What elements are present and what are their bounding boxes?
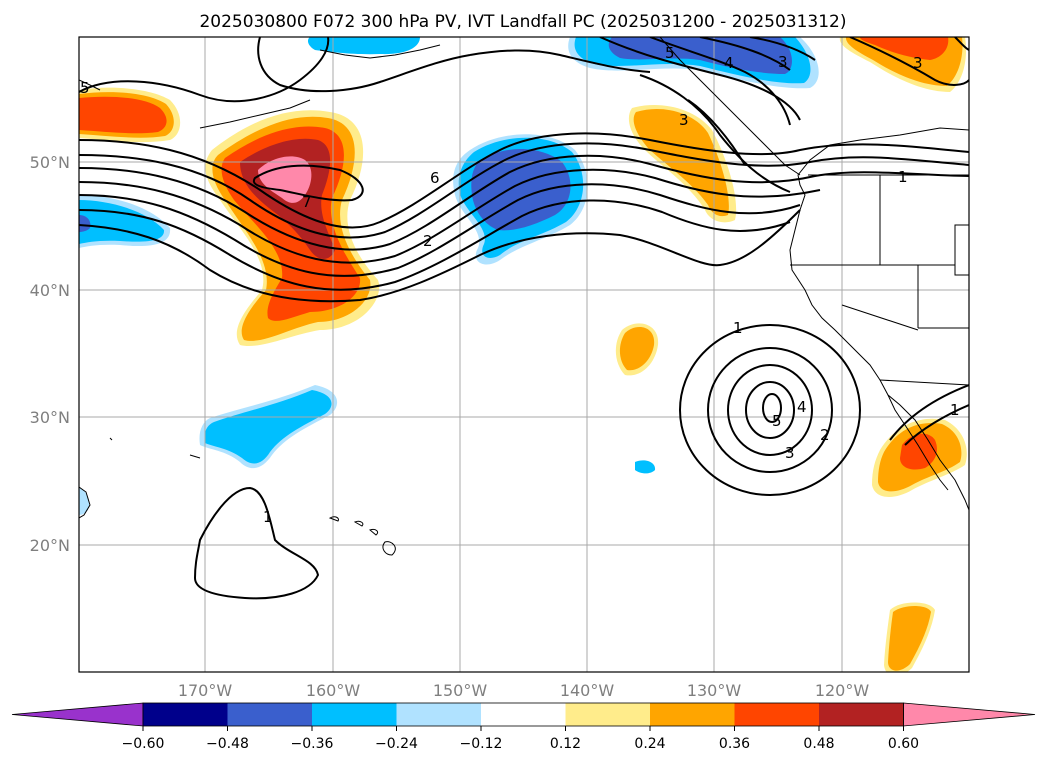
contour-label: 2 xyxy=(423,232,433,250)
ivt-contours xyxy=(79,37,969,600)
positive-anomaly-central-pink xyxy=(258,156,312,203)
colorbar-tick-label: 0.36 xyxy=(719,736,750,752)
contour-label: 3 xyxy=(679,111,689,129)
contour-label: 1 xyxy=(733,319,743,337)
contour-label: 5 xyxy=(772,412,782,430)
contour-label: 5 xyxy=(80,79,90,97)
negative-anomaly-west-royal xyxy=(79,215,91,232)
colorbar-extend-high xyxy=(903,702,1036,727)
lon-label-130w: 130°W xyxy=(687,681,742,700)
positive-anomaly-northeast-red xyxy=(860,37,949,60)
map-title: 2025030800 F072 300 hPa PV, IVT Landfall… xyxy=(199,12,846,32)
lon-label-140w: 140°W xyxy=(560,681,615,700)
lat-label-40n: 40°N xyxy=(30,281,70,300)
contour-label: 2 xyxy=(820,426,830,444)
contour-label: 3 xyxy=(778,53,788,71)
colorbar-segment xyxy=(396,703,482,726)
colorbar-segment xyxy=(819,703,904,726)
contour-label: 4 xyxy=(724,54,734,72)
colorbar-tick-label: −0.12 xyxy=(460,736,503,752)
contour-label: 6 xyxy=(430,169,440,187)
colorbar-tick-label: 0.60 xyxy=(888,736,919,752)
contour-label: 3 xyxy=(913,54,923,72)
map-border xyxy=(78,36,970,673)
colorbar-frame xyxy=(142,702,904,727)
map-area xyxy=(79,37,969,672)
negative-anomaly-gulf-royal xyxy=(471,148,571,231)
positive-anomaly-south-orange xyxy=(888,606,931,671)
positive-anomaly-west-red xyxy=(79,96,167,134)
colorbar-tick-label: −0.24 xyxy=(375,736,418,752)
colorbar-tick-label: 0.48 xyxy=(803,736,834,752)
colorbar-tick-label: −0.48 xyxy=(206,736,249,752)
colorbar-segment xyxy=(481,703,566,726)
colorbar: −0.60 −0.48 −0.36 −0.24 −0.12 0.12 0.24 0.36 0.4… xyxy=(11,702,1036,752)
contour-label: 4 xyxy=(797,398,807,416)
colorbar-segment xyxy=(565,703,651,726)
negative-anomaly-small xyxy=(635,460,656,474)
negative-anomaly-subtropical-blue xyxy=(204,390,332,464)
colorbar-tick-label: −0.36 xyxy=(291,736,334,752)
contour-label: 1 xyxy=(950,401,960,419)
colorbar-segment xyxy=(650,703,735,726)
map-contents: 5 5 4 3 3 1 6 7 2 1 4 5 2 3 1 1 3 xyxy=(79,37,969,672)
lat-label-50n: 50°N xyxy=(30,153,70,172)
colorbar-extend-low xyxy=(11,702,144,727)
latitude-labels: 50°N 40°N 30°N 20°N xyxy=(30,153,70,555)
longitude-labels: 170°W 160°W 150°W 140°W 130°W 120°W xyxy=(178,681,870,700)
contour-labels: 5 5 4 3 3 1 6 7 2 1 4 5 2 3 1 1 3 xyxy=(80,44,960,526)
colorbar-tick-label: 0.12 xyxy=(550,736,581,752)
colorbar-segment xyxy=(312,703,397,726)
positive-anomaly-bc-orange xyxy=(633,108,729,217)
lat-label-30n: 30°N xyxy=(30,408,70,427)
lon-label-120w: 120°W xyxy=(815,681,870,700)
contour-label: 1 xyxy=(898,168,908,186)
negative-anomaly-aleutian xyxy=(307,37,420,55)
lon-label-170w: 170°W xyxy=(178,681,233,700)
colorbar-tick-label: 0.24 xyxy=(634,736,665,752)
colorbar-segment xyxy=(143,703,228,726)
positive-anomaly-mid-orange xyxy=(619,326,655,371)
colorbar-tick-label: −0.60 xyxy=(122,736,165,752)
lon-label-160w: 160°W xyxy=(306,681,361,700)
contour-label: 5 xyxy=(665,44,675,62)
colorbar-segment xyxy=(734,703,820,726)
lon-label-150w: 150°W xyxy=(433,681,488,700)
colorbar-segment xyxy=(227,703,313,726)
contour-label: 3 xyxy=(785,444,795,462)
lat-label-20n: 20°N xyxy=(30,536,70,555)
contour-label: 7 xyxy=(302,193,312,211)
contour-label: 1 xyxy=(263,508,273,526)
